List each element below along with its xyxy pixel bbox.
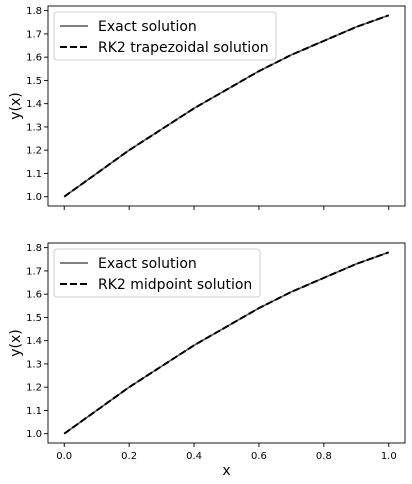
- legend-box: [53, 248, 261, 298]
- y-tick-label: 1.5: [26, 313, 42, 324]
- y-tick-label: 1.0: [26, 192, 42, 203]
- x-tick-label: 1.0: [381, 451, 397, 462]
- legend: Exact solution RK2 midpoint solution: [53, 248, 261, 298]
- y-tick-label: 1.7: [26, 266, 42, 277]
- plot-frame: [47, 5, 406, 207]
- chart-panel-1: 1.0 1.1 1.2 1.3 1.4 1.5 1.6 1.7 1.8 y(x) Exact sol…: [8, 5, 406, 210]
- y-tick-label: 1.3: [26, 122, 42, 133]
- y-tick-label: 1.8: [26, 243, 42, 254]
- y-tick-label: 1.8: [26, 6, 42, 17]
- legend-label-1: Exact solution: [98, 256, 197, 272]
- series-line-2: [63, 14, 390, 198]
- y-axis-label: y(x): [8, 92, 24, 120]
- x-axis-label: x: [222, 463, 230, 479]
- y-axis-label: y(x): [8, 329, 24, 357]
- y-tick-label: 1.6: [26, 53, 42, 64]
- x-tick-label: 0.4: [186, 451, 202, 462]
- y-tick-label: 1.2: [26, 146, 42, 157]
- legend-label-2: RK2 trapezoidal solution: [98, 40, 269, 56]
- x-tick-label: 0.8: [316, 451, 332, 462]
- y-tick-label: 1.3: [26, 359, 42, 370]
- y-tick-label: 1.1: [26, 169, 42, 180]
- y-tick-label: 1.4: [26, 336, 42, 347]
- y-tick-label: 1.7: [26, 29, 42, 40]
- legend-label-2: RK2 midpoint solution: [98, 277, 252, 293]
- chart-panel-2: 1.0 1.1 1.2 1.3 1.4 1.5 1.6 1.7 1.8 0.0 0.2 0.4 0.6 0…: [8, 242, 406, 479]
- y-tick-label: 1.5: [26, 76, 42, 87]
- series-line-2: [63, 251, 390, 435]
- y-tick-label: 1.0: [26, 429, 42, 440]
- y-tick-label: 1.2: [26, 383, 42, 394]
- x-tick-label: 0.2: [121, 451, 137, 462]
- legend: Exact solution RK2 trapezoidal solution: [53, 11, 277, 61]
- y-tick-label: 1.1: [26, 406, 42, 417]
- legend-label-1: Exact solution: [98, 19, 197, 35]
- x-tick-label: 0.0: [56, 451, 72, 462]
- x-tick-label: 0.6: [251, 451, 267, 462]
- y-tick-label: 1.6: [26, 290, 42, 301]
- legend-box: [53, 11, 277, 61]
- plot-frame: [47, 242, 406, 444]
- y-tick-label: 1.4: [26, 99, 42, 110]
